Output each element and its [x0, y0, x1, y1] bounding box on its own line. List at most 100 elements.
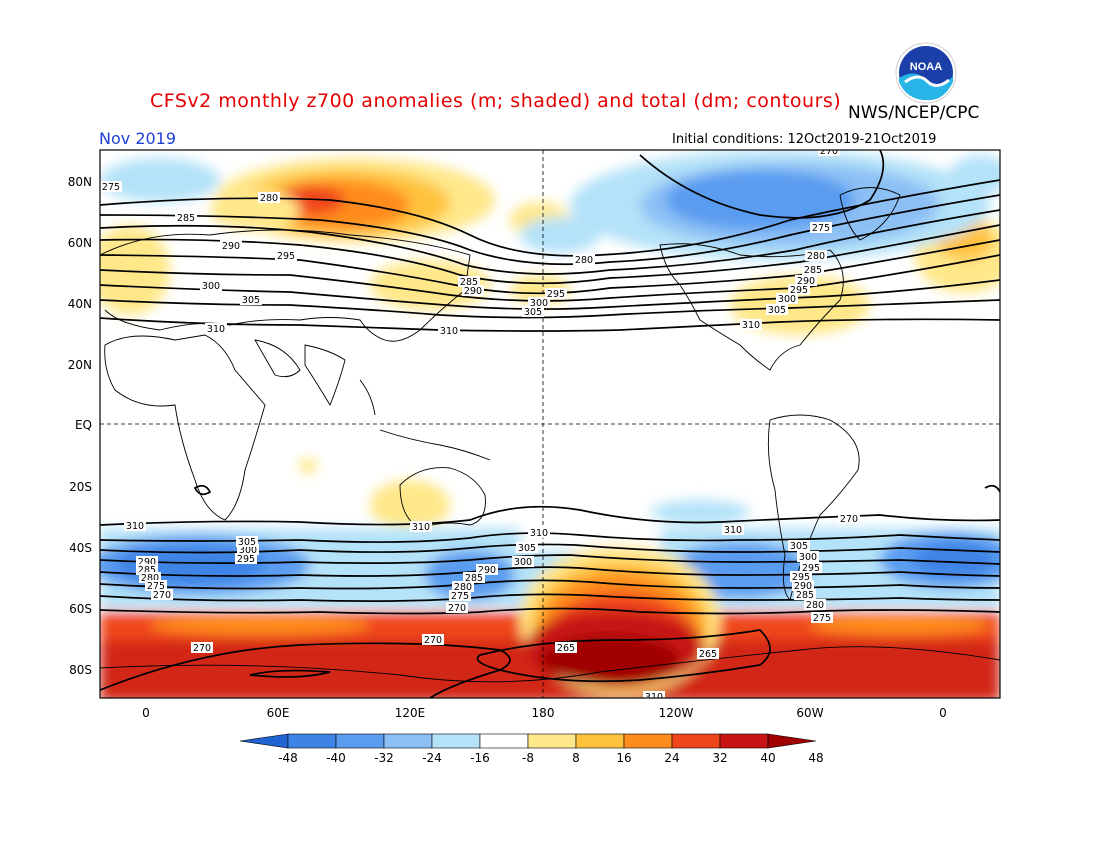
- lat-label: 80S: [69, 663, 92, 677]
- lon-label: 60E: [267, 706, 290, 720]
- contour-label: 295: [790, 571, 812, 583]
- contour-label: 285: [802, 264, 824, 276]
- contour-label: 295: [800, 562, 822, 574]
- contour-label: 270: [151, 589, 173, 601]
- contour-label: 275: [810, 222, 832, 234]
- lat-label: 40N: [68, 297, 92, 311]
- colorbar-segment: [383, 733, 433, 749]
- contour-label: 295: [545, 288, 567, 300]
- map-frame: [99, 149, 1001, 699]
- svg-text:295: 295: [237, 554, 255, 565]
- svg-text:290: 290: [797, 276, 815, 287]
- contour-label: 280: [452, 581, 474, 593]
- lon-label: 120E: [395, 706, 426, 720]
- contour-label: 310: [740, 319, 762, 331]
- lat-label: 80N: [68, 175, 92, 189]
- contour-label: 285: [463, 572, 485, 584]
- lon-label: 0: [939, 706, 947, 720]
- contour-label: 290: [476, 564, 498, 576]
- contour-label: 310: [722, 524, 744, 536]
- lat-label: 40S: [69, 541, 92, 555]
- lon-label: 60W: [796, 706, 823, 720]
- svg-text:275: 275: [813, 613, 831, 624]
- svg-text:305: 305: [238, 537, 256, 548]
- svg-text:310: 310: [440, 326, 458, 337]
- svg-text:270: 270: [424, 635, 442, 646]
- svg-text:280: 280: [807, 251, 825, 262]
- svg-text:270: 270: [820, 146, 838, 157]
- svg-text:310: 310: [126, 521, 144, 532]
- svg-text:280: 280: [575, 255, 593, 266]
- lat-label: 60S: [69, 602, 92, 616]
- svg-text:265: 265: [699, 649, 717, 660]
- lat-label: 60N: [68, 236, 92, 250]
- svg-text:310: 310: [207, 324, 225, 335]
- colorbar-segment: [287, 733, 337, 749]
- colorbar-segment: [671, 733, 721, 749]
- lon-label: 180: [532, 706, 555, 720]
- colorbar-segment: [575, 733, 625, 749]
- contour-label: 310: [205, 323, 227, 335]
- contour-label: 280: [139, 572, 161, 584]
- svg-text:285: 285: [796, 590, 814, 601]
- svg-text:295: 295: [792, 572, 810, 583]
- colorbar-segment: [719, 733, 769, 749]
- colorbar-label: 48: [808, 751, 823, 765]
- svg-text:270: 270: [840, 514, 858, 525]
- contour-label: 270: [838, 513, 860, 525]
- colorbar-segment: [479, 733, 529, 749]
- colorbar-label: -24: [422, 751, 442, 765]
- svg-text:305: 305: [242, 295, 260, 306]
- contour-label-group: 275 280 285 290 295 300 305 310 310 280 …: [100, 146, 860, 698]
- svg-text:305: 305: [790, 541, 808, 552]
- contour-label: 300: [797, 551, 819, 563]
- contour-label: 300: [528, 297, 550, 309]
- svg-text:300: 300: [778, 294, 796, 305]
- contour-label: 280: [805, 250, 827, 262]
- svg-text:280: 280: [806, 600, 824, 611]
- contour-label: 275: [100, 181, 122, 193]
- colorbar-label: -48: [278, 751, 298, 765]
- svg-text:290: 290: [478, 565, 496, 576]
- svg-text:280: 280: [454, 582, 472, 593]
- svg-text:280: 280: [141, 573, 159, 584]
- svg-text:300: 300: [202, 281, 220, 292]
- contour-label: 275: [811, 612, 833, 624]
- contour-label: 305: [788, 540, 810, 552]
- colorbar-label: 24: [664, 751, 679, 765]
- lon-label: 0: [142, 706, 150, 720]
- contour-label: 300: [200, 280, 222, 292]
- colorbar: -48 -40 -32 -24 -16 -8 8 16 24 32 40 48: [239, 733, 824, 765]
- svg-text:285: 285: [804, 265, 822, 276]
- lat-label: 20N: [68, 358, 92, 372]
- svg-text:295: 295: [547, 289, 565, 300]
- svg-text:290: 290: [222, 241, 240, 252]
- contour-label: 285: [136, 564, 158, 576]
- nh-anomaly-shading: [100, 150, 1000, 530]
- svg-text:300: 300: [530, 298, 548, 309]
- initial-conditions-label: Initial conditions: 12Oct2019-21Oct2019: [672, 132, 937, 147]
- month-label: Nov 2019: [99, 129, 177, 148]
- svg-text:265: 265: [557, 643, 575, 654]
- contour-label: 290: [462, 285, 484, 297]
- colorbar-label: -8: [522, 751, 534, 765]
- colorbar-label: 16: [616, 751, 631, 765]
- contour-label: 285: [794, 589, 816, 601]
- contour-label: 295: [788, 284, 810, 296]
- contour-label: 295: [275, 250, 297, 262]
- lon-label: 120W: [659, 706, 694, 720]
- lat-label: 20S: [69, 480, 92, 494]
- logo-text: NOAA: [910, 61, 942, 73]
- svg-text:285: 285: [460, 277, 478, 288]
- svg-text:285: 285: [465, 573, 483, 584]
- contour-label: 290: [136, 556, 158, 568]
- svg-text:305: 305: [524, 307, 542, 318]
- svg-text:275: 275: [451, 591, 469, 602]
- agency-label: NWS/NCEP/CPC: [848, 103, 980, 123]
- lat-label: EQ: [75, 418, 92, 432]
- contour-label: 290: [220, 240, 242, 252]
- colorbar-label: 32: [712, 751, 727, 765]
- colorbar-label: 40: [760, 751, 775, 765]
- contour-label: 310: [643, 691, 665, 698]
